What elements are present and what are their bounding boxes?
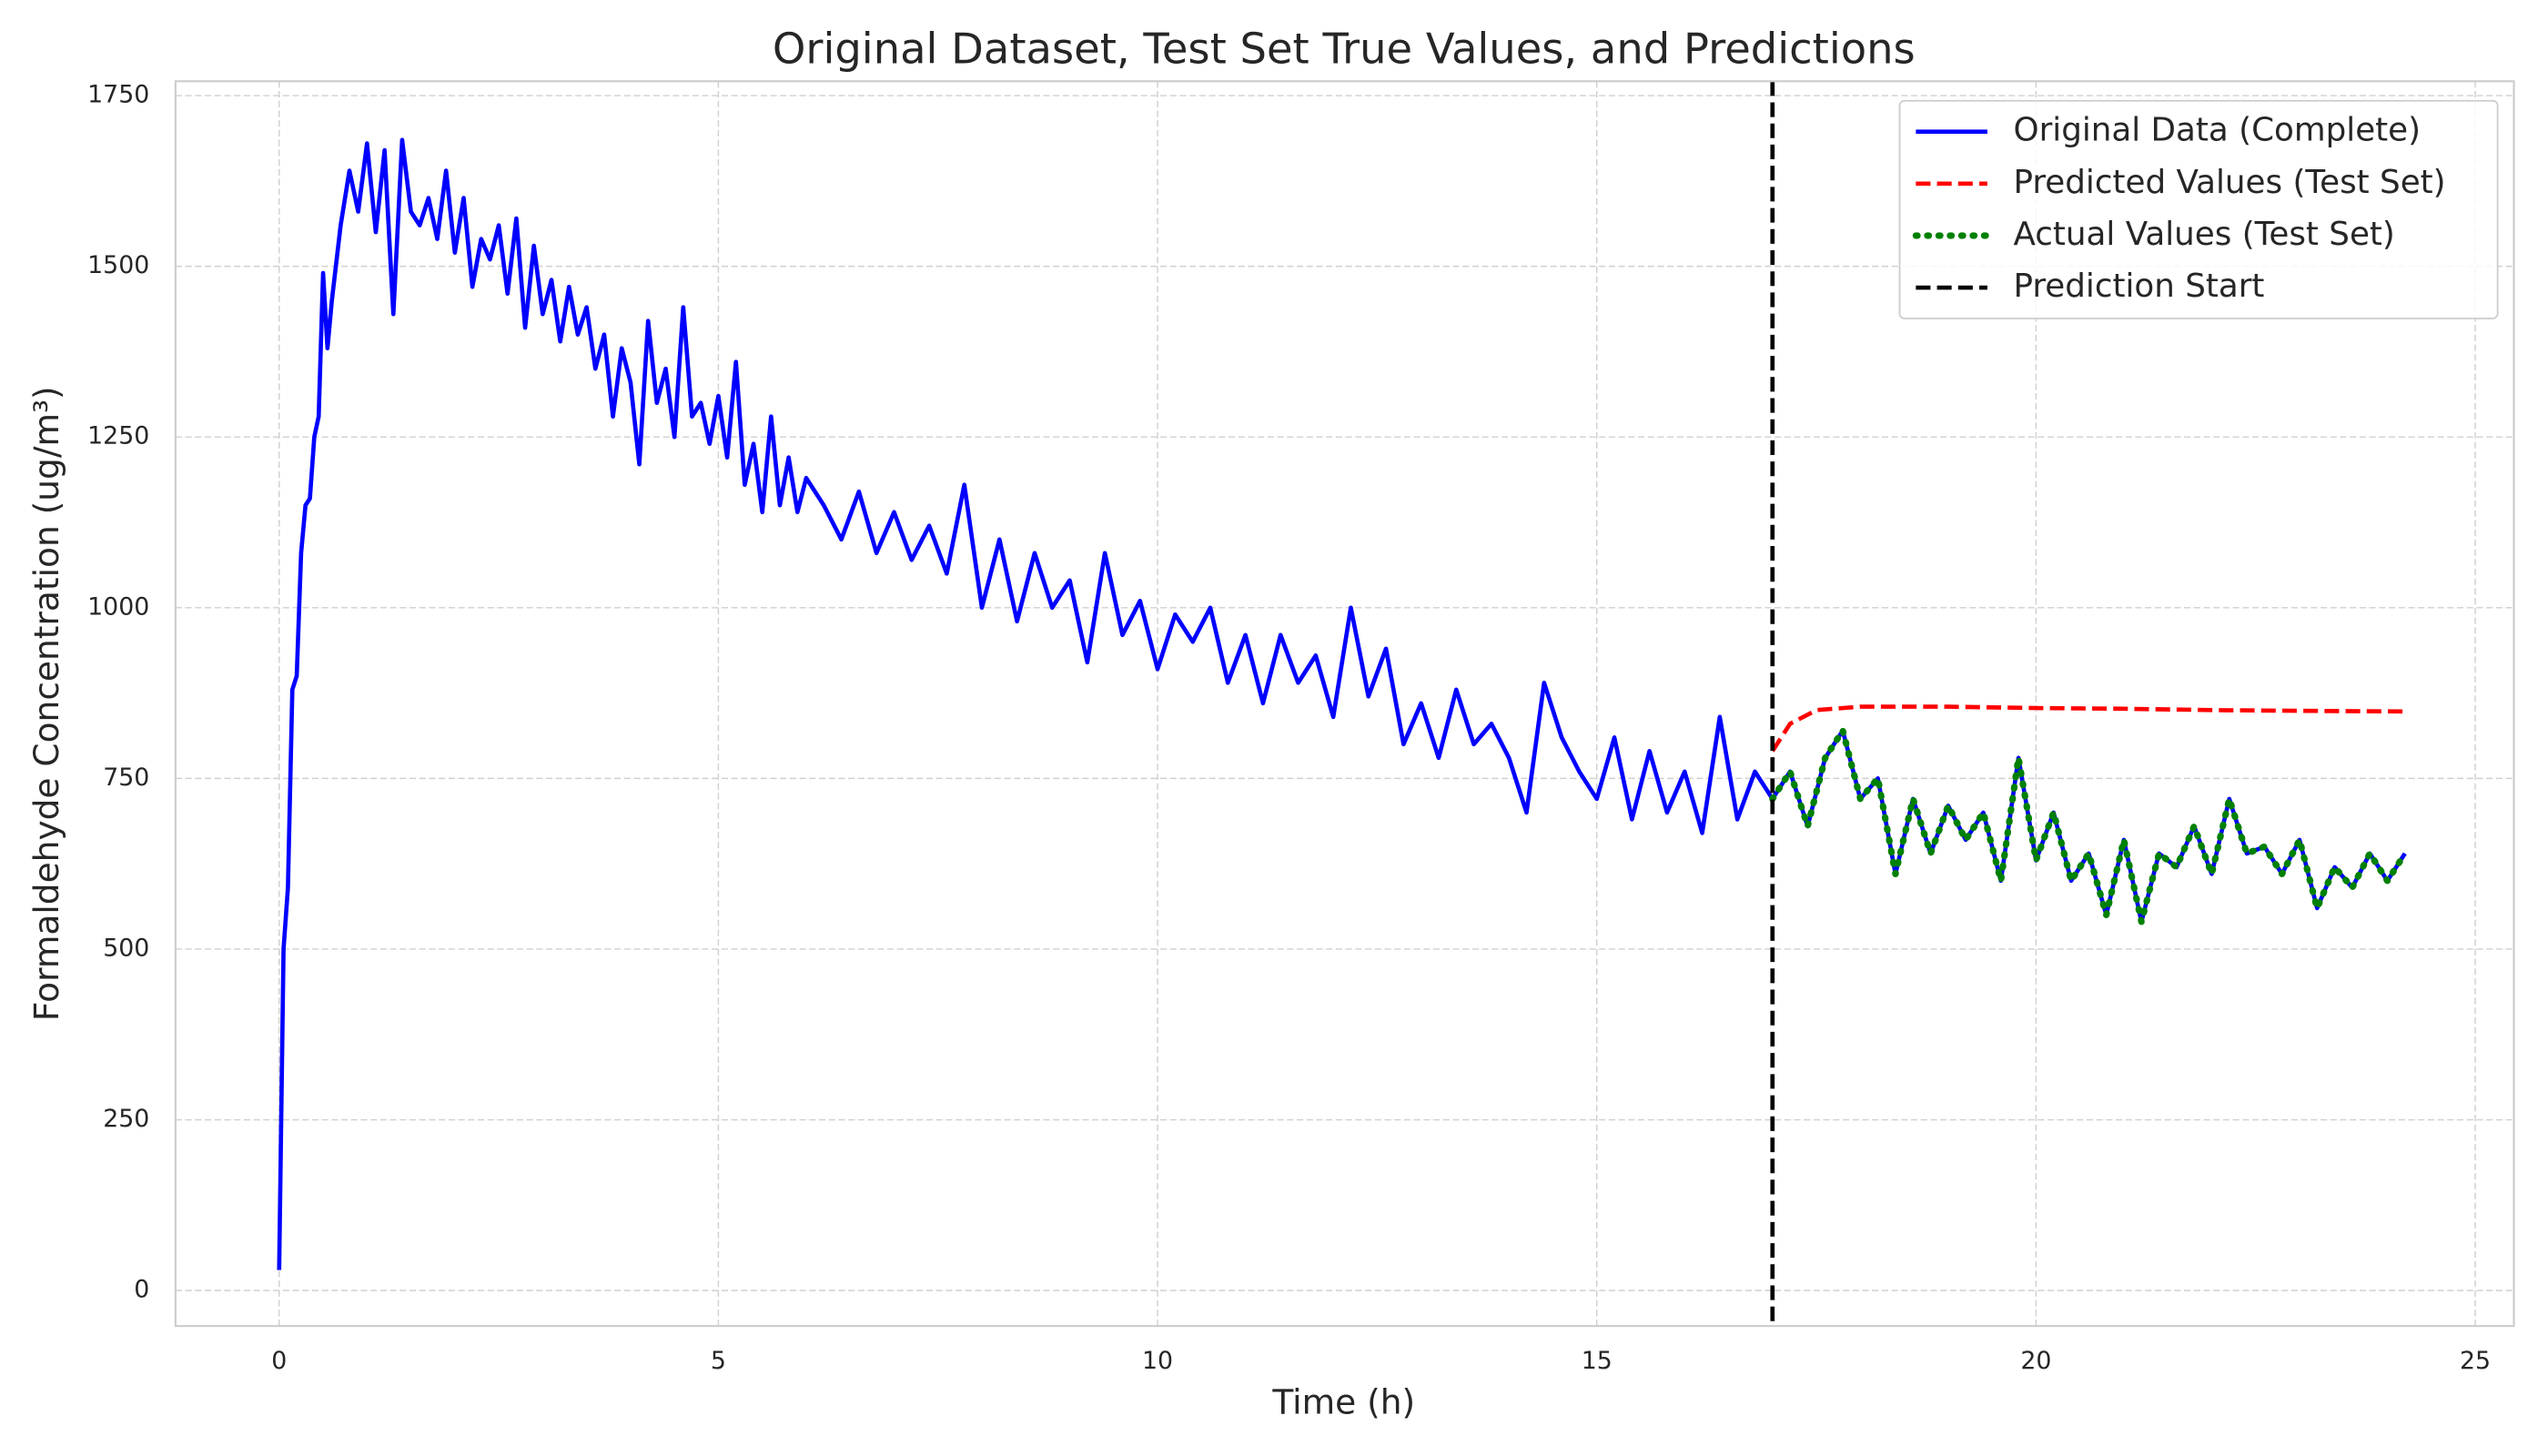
plot-area	[277, 81, 2409, 1327]
x-tick-label: 5	[711, 1347, 726, 1375]
y-tick-label: 1000	[87, 592, 149, 621]
y-tick-label: 1500	[87, 251, 149, 279]
y-axis-label: Formaldehyde Concentration (ug/m³)	[26, 386, 66, 1021]
legend-label: Prediction Start	[2014, 268, 2265, 305]
chart-title: Original Dataset, Test Set True Values, …	[773, 25, 1916, 74]
legend-label: Predicted Values (Test Set)	[2014, 164, 2446, 201]
x-tick-label: 20	[2020, 1347, 2051, 1375]
series-line	[1769, 727, 2409, 925]
x-tick-label: 15	[1582, 1347, 1613, 1375]
y-tick-label: 250	[103, 1105, 149, 1133]
legend-label: Original Data (Complete)	[2014, 112, 2422, 149]
x-tick-label: 0	[271, 1347, 287, 1375]
legend-label: Actual Values (Test Set)	[2014, 216, 2395, 253]
y-tick-label: 1750	[87, 81, 149, 109]
x-tick-label: 10	[1142, 1347, 1173, 1375]
x-tick-label: 25	[2460, 1347, 2491, 1375]
y-tick-label: 750	[103, 763, 149, 792]
y-tick-label: 0	[134, 1276, 149, 1304]
legend-box	[1898, 99, 2499, 319]
series-line	[277, 137, 2407, 1270]
x-axis-label: Time (h)	[1271, 1381, 1415, 1421]
y-tick-label: 500	[103, 934, 149, 962]
legend: Original Data (Complete) Predicted Values…	[1898, 99, 2499, 319]
plot-frame	[174, 80, 2515, 1328]
series-line	[1770, 704, 2405, 753]
y-tick-label: 1250	[87, 422, 149, 450]
